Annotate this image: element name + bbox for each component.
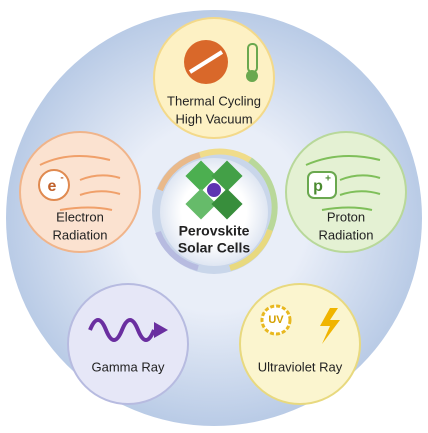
node-label: Radiation [53,227,108,242]
diagram: Perovskite Solar Cells Thermal Cycling H… [0,0,428,433]
icon-label: UV [268,314,284,326]
node-label: High Vacuum [175,111,252,126]
node-circle [240,284,360,404]
node-circle [68,284,188,404]
center-label: Solar Cells [178,240,251,256]
thermometer-bulb [246,70,258,82]
node-label: Gamma Ray [92,359,165,374]
node-label: Thermal Cycling [167,93,261,108]
node-label: Ultraviolet Ray [258,359,343,374]
page: Perovskite Solar Cells Thermal Cycling H… [0,0,428,433]
node-label: Proton [327,209,365,224]
icon-sup: - [60,173,63,184]
center-label: Perovskite [179,223,250,239]
node-label: Electron [56,209,104,224]
icon-label: e [48,178,57,195]
icon-sup: + [325,174,331,185]
icon-label: p [313,178,323,195]
node-label: Radiation [319,227,374,242]
